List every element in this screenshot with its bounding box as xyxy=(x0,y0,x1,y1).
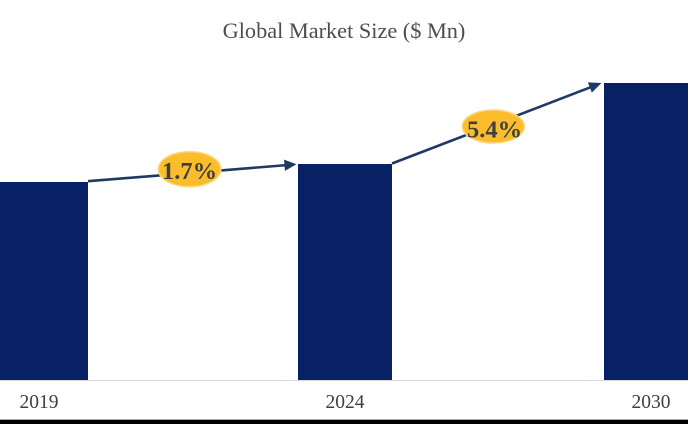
svg-text:1.7%: 1.7% xyxy=(162,158,217,185)
svg-text:5.4%: 5.4% xyxy=(467,117,522,144)
